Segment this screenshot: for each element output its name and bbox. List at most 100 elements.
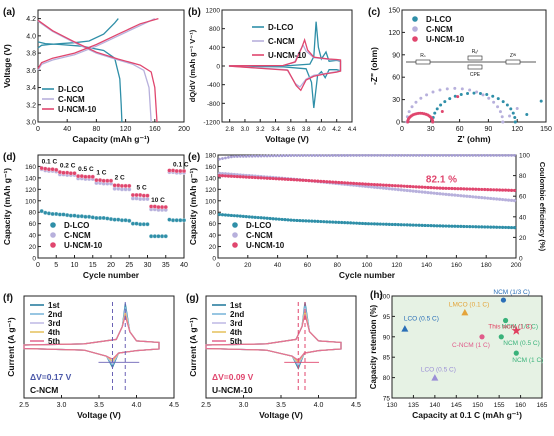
ce-point: [268, 154, 272, 158]
cycle-point-2: [259, 176, 263, 180]
rate-point-2: [108, 178, 114, 183]
cycle-point-0: [229, 213, 234, 218]
y-tick-label: 120: [388, 30, 400, 37]
cycle-point-1: [217, 171, 222, 175]
cycle-point-0: [354, 221, 359, 225]
cycle-point-2: [483, 187, 487, 192]
rate-point-0: [97, 215, 103, 221]
cycle-point-0: [402, 223, 406, 227]
y-tick-label: 120: [25, 187, 36, 194]
y-tick-label: 40: [29, 233, 37, 240]
ce-point: [402, 154, 406, 157]
x-tick-label: 2.5: [19, 402, 29, 409]
ce-point: [387, 154, 391, 157]
y-tick-label: 20: [209, 244, 217, 251]
cycle-point-1: [506, 198, 511, 202]
cycle-point-1: [381, 186, 385, 190]
cycle-point-2: [399, 184, 403, 188]
cycle-point-2: [405, 184, 409, 188]
cycle-point-1: [438, 192, 442, 196]
cycle-point-0: [500, 225, 505, 229]
cycle-point-1: [435, 191, 439, 196]
cycle-point-0: [429, 224, 433, 228]
ce-point: [253, 154, 257, 158]
cycle-point-1: [417, 190, 421, 194]
rate-point-0: [46, 211, 52, 216]
retention-marker-triangle: [431, 374, 439, 381]
cycle-point-0: [483, 225, 487, 229]
rate-point-2: [46, 167, 52, 172]
x-tick-label: 130: [387, 402, 398, 409]
cycle-point-1: [390, 187, 394, 191]
eis-point-0: [448, 97, 452, 101]
ce-point: [280, 154, 284, 158]
cycle-point-1: [372, 185, 377, 189]
ce-point: [390, 154, 394, 157]
ce-point: [307, 154, 311, 157]
ce-point: [277, 154, 281, 158]
retention-point-label: This work (1 C): [488, 324, 532, 331]
legend-label: D-LCO: [246, 221, 271, 230]
rate-point-1: [138, 196, 143, 202]
rate-point-2: [134, 192, 139, 198]
retention-point-label: LCO (0.5 C): [421, 367, 456, 374]
cycle-point-2: [316, 179, 320, 183]
rate-point-2: [57, 170, 63, 175]
ce-point: [364, 154, 367, 157]
rate-point-0: [178, 218, 183, 223]
rate-point-0: [43, 210, 48, 215]
y-tick-label: 80: [209, 210, 217, 217]
x-tick-label: 3.4: [271, 126, 280, 133]
ce-point: [352, 154, 355, 157]
cycle-point-1: [509, 198, 514, 202]
ce-point: [265, 154, 269, 158]
x-tick-label: 0: [216, 262, 220, 269]
ce-point: [432, 154, 436, 157]
ce-point: [405, 154, 409, 157]
cycle-point-0: [283, 218, 287, 222]
cycle-point-2: [489, 188, 493, 192]
circuit-label: CPE: [470, 72, 481, 78]
cycle-point-2: [417, 185, 421, 189]
rate-point-2: [65, 170, 70, 175]
x-tick-label: 155: [494, 402, 505, 409]
eis-point-1: [410, 105, 414, 109]
cycle-point-2: [277, 177, 281, 181]
rate-point-2: [61, 170, 66, 175]
eis-tail-point-1: [501, 120, 505, 124]
ce-point: [501, 154, 504, 157]
x-tick-label: 100: [362, 262, 373, 269]
rate-point-2: [50, 167, 55, 172]
ce-point: [468, 154, 472, 157]
x-tick-label: 140: [421, 262, 432, 269]
cycle-point-1: [450, 193, 454, 197]
rate-point-0: [156, 234, 161, 239]
cycle-point-2: [292, 178, 296, 182]
ce-point: [292, 154, 296, 157]
cycle-point-1: [498, 197, 502, 201]
eis-tail-point-1: [515, 107, 519, 111]
cycle-point-2: [349, 181, 353, 185]
cycle-point-2: [384, 183, 388, 187]
ce-point: [417, 154, 421, 157]
legend-marker: [50, 222, 56, 228]
cycle-point-2: [295, 178, 299, 182]
ce-point: [346, 154, 350, 157]
retention-marker-circle: [513, 350, 519, 356]
eis-point-1: [431, 90, 435, 94]
y-tick-label: 150: [388, 8, 400, 15]
cv-cycle-5: [23, 313, 160, 360]
ce-point: [227, 156, 230, 159]
x-tick-label: 160: [515, 402, 526, 409]
cv-cycle-4: [205, 311, 342, 364]
cycle-point-2: [363, 182, 368, 186]
cycle-point-0: [253, 215, 257, 219]
y-tick-label: 3.6: [26, 68, 36, 75]
rate-point-2: [116, 183, 121, 188]
cycle-point-2: [262, 176, 266, 180]
y-tick-label: 80: [29, 210, 37, 217]
rate-point-0: [79, 214, 84, 219]
cycle-point-2: [232, 174, 236, 179]
cycle-point-2: [402, 184, 406, 188]
x-tick-label: 140: [429, 402, 440, 409]
